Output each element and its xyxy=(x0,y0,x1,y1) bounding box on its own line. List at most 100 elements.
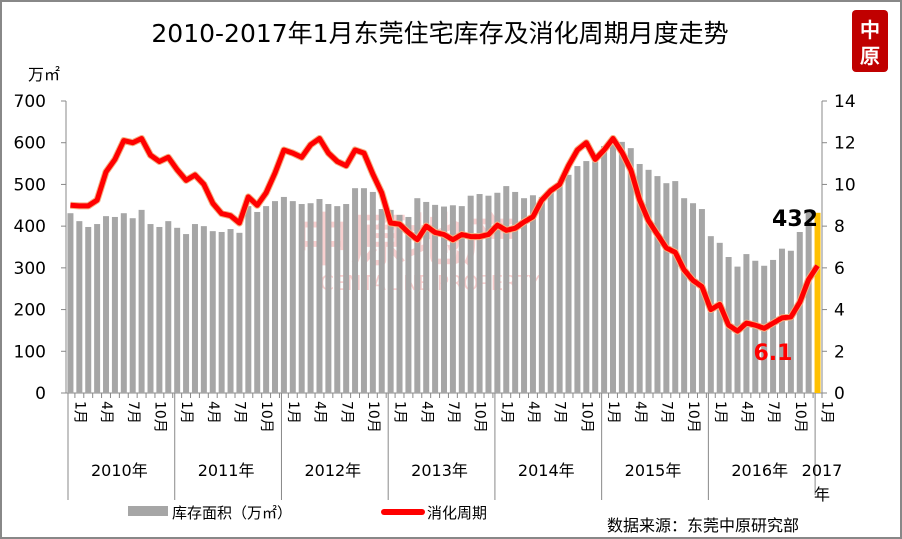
month-tick-label: 7月 xyxy=(765,401,781,424)
right-tick-label: 10 xyxy=(834,175,856,195)
bar-34 xyxy=(369,191,376,393)
bar-11 xyxy=(165,221,172,393)
year-label: 2012年 xyxy=(304,461,361,480)
bar-19 xyxy=(236,232,243,393)
month-tick-label: 1月 xyxy=(819,401,835,424)
bar-36 xyxy=(387,209,394,393)
bar-37 xyxy=(396,214,403,393)
bar-72 xyxy=(707,236,714,393)
bar-70 xyxy=(690,203,697,393)
month-tick-label: 1月 xyxy=(71,401,87,424)
month-tick-label: 10月 xyxy=(685,401,701,433)
bar-69 xyxy=(681,198,688,393)
bar-38 xyxy=(405,216,412,393)
bar-50 xyxy=(512,191,519,393)
bar-61 xyxy=(609,137,616,393)
bar-46 xyxy=(476,194,483,393)
bar-60 xyxy=(601,146,608,393)
bar-21 xyxy=(254,211,261,393)
bar-73 xyxy=(716,242,723,393)
month-tick-label: 1月 xyxy=(178,401,194,424)
svg-text:中: 中 xyxy=(860,18,880,42)
month-tick-label: 4月 xyxy=(632,401,648,424)
month-tick-label: 4月 xyxy=(98,401,114,424)
month-tick-label: 1月 xyxy=(392,401,408,424)
bar-56 xyxy=(565,174,572,393)
left-tick-label: 300 xyxy=(14,259,46,279)
bar-33 xyxy=(360,188,367,393)
bar-6 xyxy=(120,213,127,393)
bar-8 xyxy=(138,209,145,393)
left-axis-unit: 万㎡ xyxy=(28,65,60,84)
year-label: 2017 xyxy=(802,461,843,480)
bar-0 xyxy=(67,213,74,393)
bar-5 xyxy=(111,216,118,393)
right-tick-label: 14 xyxy=(834,92,856,112)
year-label: 2010年 xyxy=(91,461,148,480)
bar-14 xyxy=(191,224,198,393)
bar-35 xyxy=(378,209,385,393)
line-annotation: 6.1 xyxy=(754,341,793,366)
bar-22 xyxy=(263,206,270,393)
bar-71 xyxy=(698,209,705,393)
bar-65 xyxy=(645,169,652,393)
month-tick-label: 10月 xyxy=(365,401,381,433)
bar-4 xyxy=(103,216,110,393)
bar-27 xyxy=(307,203,314,393)
bar-17 xyxy=(218,231,225,393)
right-tick-label: 4 xyxy=(834,301,845,321)
bar-25 xyxy=(289,201,296,393)
left-tick-label: 100 xyxy=(14,342,46,362)
bar-15 xyxy=(200,226,207,393)
left-tick-label: 400 xyxy=(14,217,46,237)
bar-48 xyxy=(494,192,501,393)
legend-swatch-bar xyxy=(128,506,168,516)
bar-47 xyxy=(485,195,492,393)
legend-label-bar: 库存面积（万㎡） xyxy=(172,504,292,522)
bar-30 xyxy=(334,206,341,393)
right-tick-label: 8 xyxy=(834,217,845,237)
month-tick-label: 4月 xyxy=(739,401,755,424)
bar-16 xyxy=(209,231,216,393)
bar-20 xyxy=(245,206,252,393)
bar-23 xyxy=(272,201,279,393)
bar-3 xyxy=(94,224,101,393)
month-tick-label: 10月 xyxy=(472,401,488,433)
month-tick-label: 4月 xyxy=(205,401,221,424)
month-tick-label: 1月 xyxy=(605,401,621,424)
chart-title: 2010-2017年1月东莞住宅库存及消化周期月度走势 xyxy=(151,19,728,48)
year-label: 2014年 xyxy=(518,461,575,480)
bar-42 xyxy=(441,206,447,393)
bar-26 xyxy=(298,204,305,393)
bar-39 xyxy=(414,198,421,393)
bar-52 xyxy=(529,195,536,393)
month-tick-label: 10月 xyxy=(792,401,808,433)
bar-2 xyxy=(85,226,92,393)
month-tick-label: 1月 xyxy=(498,401,514,424)
year-label: 2016年 xyxy=(731,461,788,480)
bar-82 xyxy=(796,231,803,393)
month-tick-label: 1月 xyxy=(712,401,728,424)
bar-1 xyxy=(76,221,83,393)
bar-49 xyxy=(503,186,510,393)
bar-63 xyxy=(627,148,634,393)
legend: 库存面积（万㎡） 消化周期 xyxy=(128,504,487,522)
right-tick-label: 0 xyxy=(834,384,845,404)
month-tick-label: 10月 xyxy=(258,401,274,433)
bar-24 xyxy=(280,196,287,393)
bar-28 xyxy=(316,199,323,393)
bar-9 xyxy=(147,224,154,393)
right-tick-label: 6 xyxy=(834,259,845,279)
month-tick-label: 7月 xyxy=(658,401,674,424)
bar-55 xyxy=(556,184,563,393)
month-tick-label: 7月 xyxy=(552,401,568,424)
bar-annotation: 432 xyxy=(772,207,818,232)
bar-64 xyxy=(636,163,643,393)
bar-18 xyxy=(227,229,234,393)
bar-53 xyxy=(538,196,545,393)
bar-7 xyxy=(129,218,136,393)
bar-54 xyxy=(547,189,554,393)
right-tick-label: 2 xyxy=(834,342,845,362)
logo: 中 原 xyxy=(852,10,888,72)
